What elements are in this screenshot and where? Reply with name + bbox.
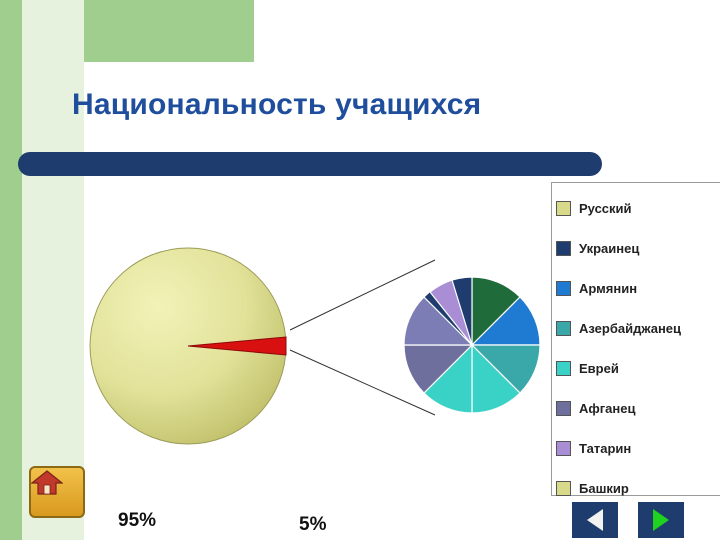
leader-lines <box>289 259 436 416</box>
background-top-block <box>84 0 254 62</box>
legend-swatch-icon <box>556 440 571 456</box>
legend-item-label: Еврей <box>579 360 619 376</box>
home-button[interactable] <box>29 466 85 518</box>
legend-item[interactable]: Еврей <box>556 348 720 388</box>
title-underline-bar <box>18 152 602 176</box>
legend-swatch-icon <box>556 400 571 416</box>
background-left-panel <box>22 0 84 540</box>
legend-item-label: Азербайджанец <box>579 320 682 336</box>
legend-swatch-icon <box>556 280 571 296</box>
page-title: Национальность учащихся <box>72 88 482 121</box>
legend-item[interactable]: Татарин <box>556 428 720 468</box>
detail-pie <box>403 276 541 414</box>
main-pie-label-95: 95% <box>118 510 157 531</box>
legend-item-label: Афганец <box>579 400 636 416</box>
legend-swatch-icon <box>556 320 571 336</box>
legend-item[interactable]: Афганец <box>556 388 720 428</box>
legend-item[interactable]: Армянин <box>556 268 720 308</box>
legend-item[interactable]: Азербайджанец <box>556 308 720 348</box>
legend-item-label: Башкир <box>579 480 629 496</box>
next-slide-button[interactable] <box>638 502 684 538</box>
triangle-right-icon <box>653 509 669 531</box>
legend-swatch-icon <box>556 240 571 256</box>
main-pie <box>89 247 287 445</box>
chart-area: 95% 5% <box>0 180 720 540</box>
legend-item-label: Армянин <box>579 280 638 296</box>
legend-item-label: Татарин <box>579 440 632 456</box>
previous-slide-button[interactable] <box>572 502 618 538</box>
legend-item-label: Украинец <box>579 240 640 256</box>
chart-legend: Русский Украинец Армянин Азербайджанец Е… <box>556 188 720 508</box>
home-icon <box>31 470 63 495</box>
legend-swatch-icon <box>556 360 571 376</box>
triangle-left-icon <box>587 509 603 531</box>
background-left-band <box>0 0 22 540</box>
pie-chart-graphic <box>89 247 541 445</box>
legend-item[interactable]: Украинец <box>556 228 720 268</box>
legend-item[interactable]: Русский <box>556 188 720 228</box>
main-pie-label-5: 5% <box>299 514 327 535</box>
legend-item[interactable]: Башкир <box>556 468 720 508</box>
legend-item-label: Русский <box>579 200 632 216</box>
legend-swatch-icon <box>556 200 571 216</box>
legend-swatch-icon <box>556 480 571 496</box>
